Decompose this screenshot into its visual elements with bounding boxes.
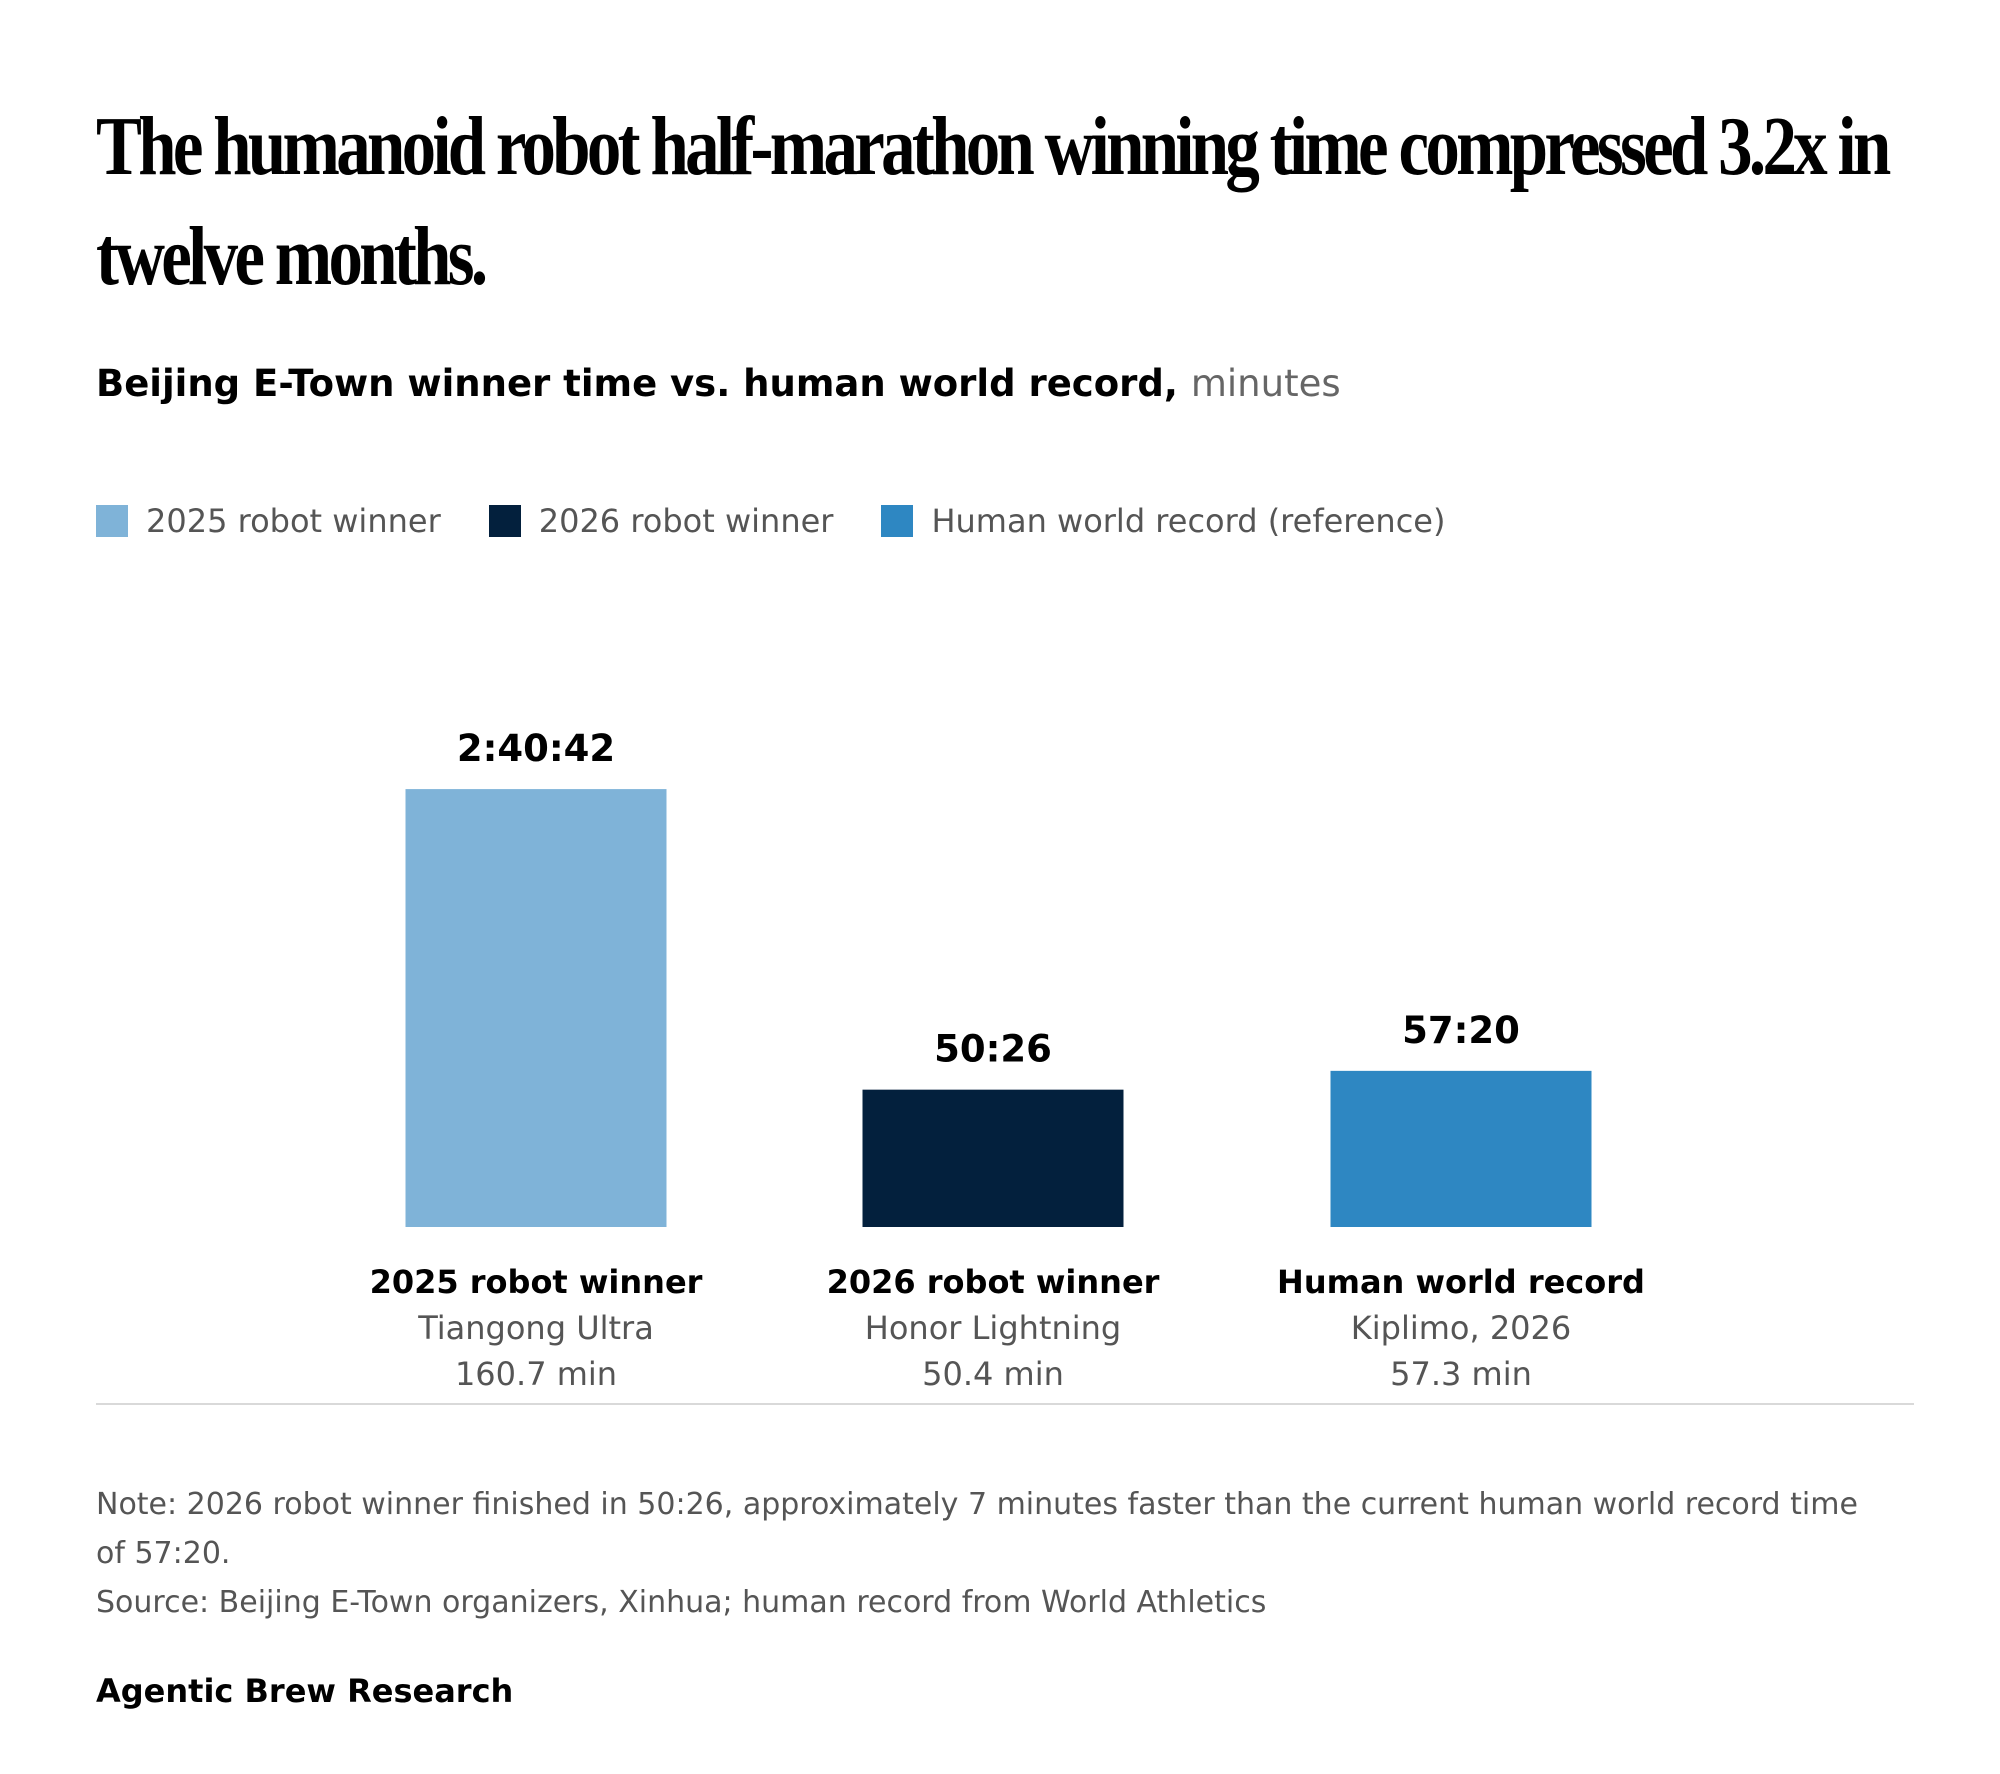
legend-label: 2026 robot winner <box>538 502 834 540</box>
value-label: 50:26 <box>934 1028 1052 1071</box>
category-sublabel: Tiangong Ultra <box>418 1309 654 1347</box>
footer-brand: Agentic Brew Research <box>96 1672 514 1710</box>
legend-label: Human world record (reference) <box>931 502 1446 540</box>
legend-item-2025: 2025 robot winner <box>96 502 441 540</box>
category-value-minutes: 57.3 min <box>1390 1355 1532 1393</box>
category-label-group: Human world record Kiplimo, 2026 57.3 min <box>1251 1259 1671 1397</box>
bar-2 <box>1330 1070 1592 1227</box>
value-label: 2:40:42 <box>457 727 615 770</box>
note-text: Note: 2026 robot winner finished in 50:2… <box>96 1487 1858 1571</box>
category-sublabel: Kiplimo, 2026 <box>1350 1309 1572 1347</box>
category-name: 2026 robot winner <box>826 1263 1160 1301</box>
subtitle-unit: minutes <box>1190 362 1341 405</box>
bar-1 <box>862 1089 1124 1227</box>
category-value-minutes: 50.4 min <box>922 1355 1064 1393</box>
legend-label: 2025 robot winner <box>146 502 441 540</box>
source-text: Source: Beijing E-Town organizers, Xinhu… <box>96 1585 1267 1620</box>
baseline-divider <box>96 1403 1914 1405</box>
legend-item-2026: 2026 robot winner <box>488 502 834 540</box>
legend-item-human: Human world record (reference) <box>881 502 1445 540</box>
chart-subtitle: Beijing E-Town winner time vs. human wor… <box>96 362 1341 405</box>
category-name: 2025 robot winner <box>369 1263 703 1301</box>
category-label-group: 2026 robot winner Honor Lightning 50.4 min <box>783 1259 1203 1397</box>
category-value-minutes: 160.7 min <box>454 1355 618 1393</box>
legend: 2025 robot winner 2026 robot winner Huma… <box>96 502 1445 540</box>
category-name: Human world record <box>1277 1263 1645 1301</box>
notes: Note: 2026 robot winner finished in 50:2… <box>96 1480 1876 1627</box>
category-label-group: 2025 robot winner Tiangong Ultra 160.7 min <box>326 1259 746 1397</box>
value-label: 57:20 <box>1402 1009 1520 1052</box>
bar-0 <box>405 789 667 1227</box>
subtitle-main: Beijing E-Town winner time vs. human wor… <box>96 362 1178 405</box>
legend-swatch <box>96 505 128 537</box>
legend-swatch <box>488 505 521 537</box>
chart-title: The humanoid robot half-marathon winning… <box>96 100 1891 303</box>
legend-swatch <box>881 505 914 537</box>
category-sublabel: Honor Lightning <box>864 1309 1122 1347</box>
